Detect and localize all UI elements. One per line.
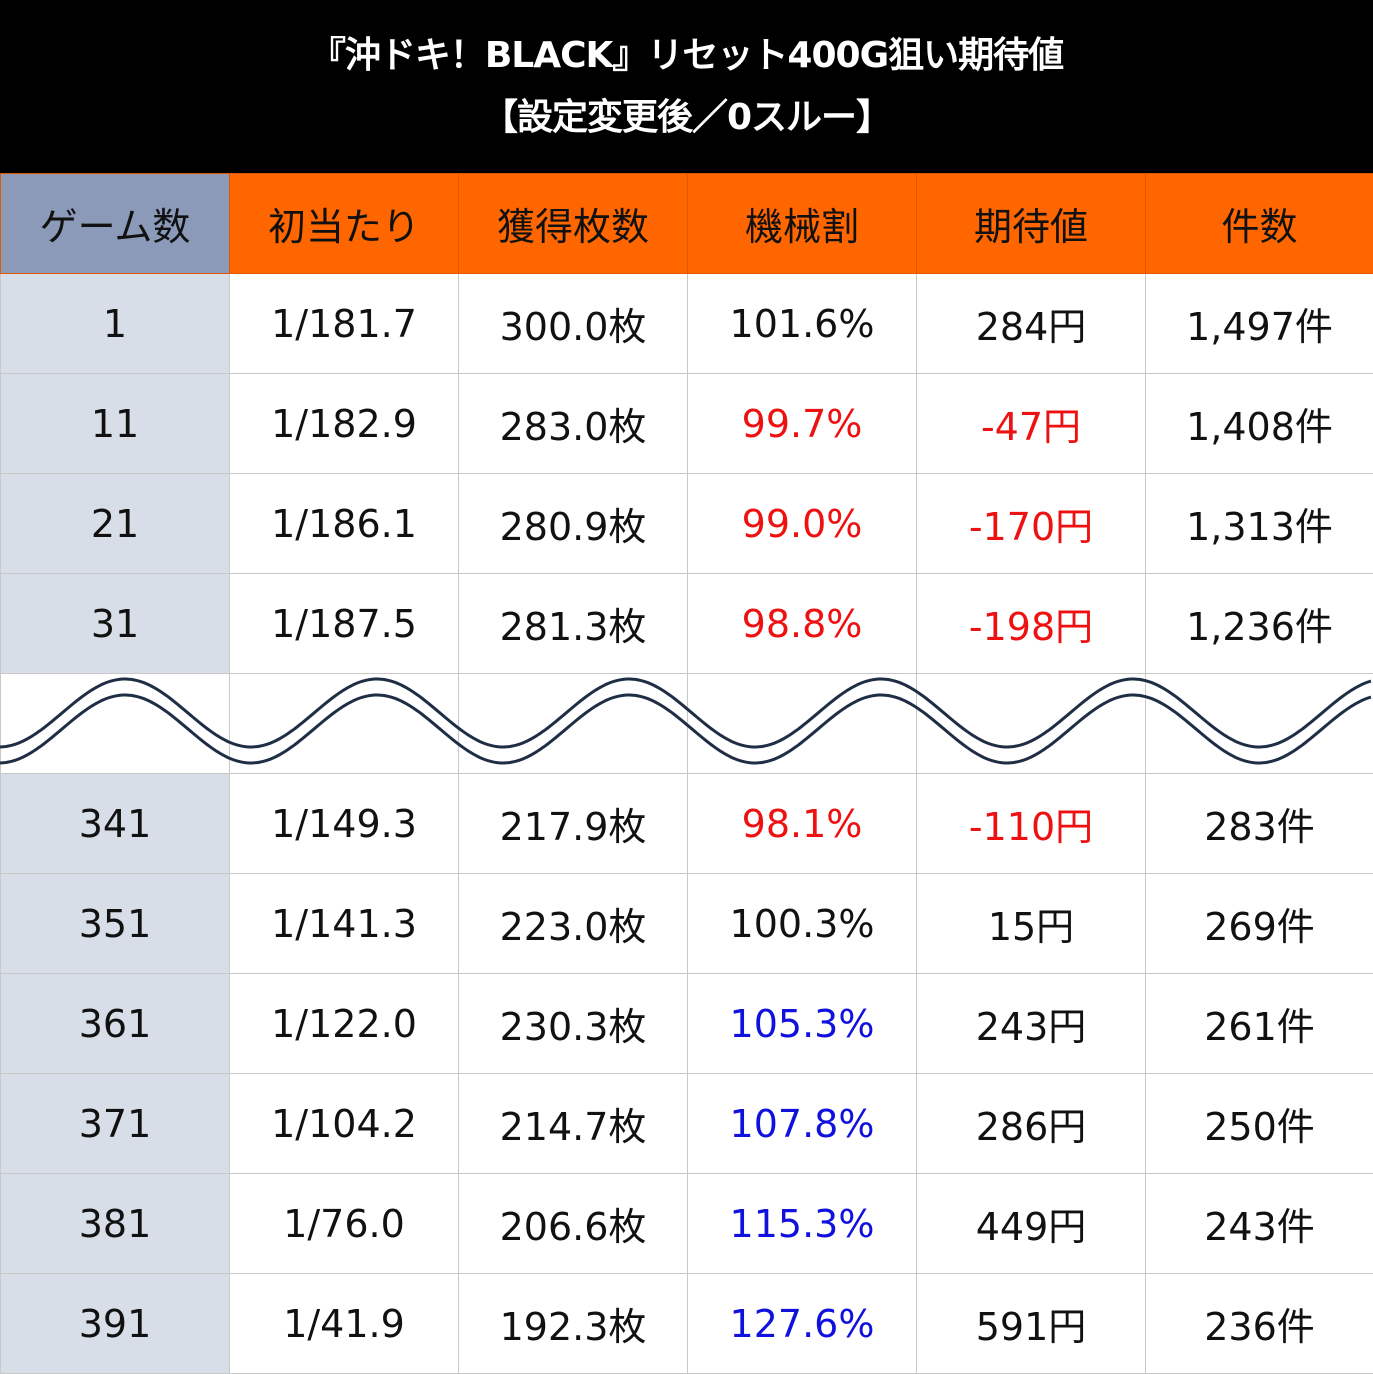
- ev-cell: -198円: [917, 574, 1146, 674]
- title-line-1: 『沖ドキ！BLACK』リセット400G狙い期待値: [310, 25, 1063, 87]
- payout-cell: 100.3%: [688, 874, 917, 974]
- hit-cell: 1/104.2: [230, 1074, 459, 1174]
- payout-cell: 99.0%: [688, 474, 917, 574]
- row-break-cell: [459, 674, 688, 774]
- ev-cell: 243円: [917, 974, 1146, 1074]
- coins-cell: 300.0枚: [459, 274, 688, 374]
- payout-cell: 98.8%: [688, 574, 917, 674]
- hit-cell: 1/187.5: [230, 574, 459, 674]
- games-cell: 31: [1, 574, 230, 674]
- coins-cell: 280.9枚: [459, 474, 688, 574]
- games-cell: 1: [1, 274, 230, 374]
- hit-cell: 1/76.0: [230, 1174, 459, 1274]
- count-cell: 269件: [1146, 874, 1373, 974]
- row-break-cell: [230, 674, 459, 774]
- hit-cell: 1/141.3: [230, 874, 459, 974]
- coins-cell: 223.0枚: [459, 874, 688, 974]
- games-cell: 361: [1, 974, 230, 1074]
- coins-cell: 206.6枚: [459, 1174, 688, 1274]
- count-cell: 236件: [1146, 1274, 1373, 1374]
- count-cell: 1,497件: [1146, 274, 1373, 374]
- ev-cell: 284円: [917, 274, 1146, 374]
- title-line-2: 【設定変更後／0スルー】: [482, 87, 891, 149]
- coins-cell: 283.0枚: [459, 374, 688, 474]
- ev-cell: 449円: [917, 1174, 1146, 1274]
- row-break-cell: [1146, 674, 1373, 774]
- count-cell: 1,313件: [1146, 474, 1373, 574]
- games-cell: 381: [1, 1174, 230, 1274]
- games-cell: 341: [1, 774, 230, 874]
- payout-cell: 127.6%: [688, 1274, 917, 1374]
- hit-cell: 1/181.7: [230, 274, 459, 374]
- hit-cell: 1/149.3: [230, 774, 459, 874]
- count-cell: 243件: [1146, 1174, 1373, 1274]
- table-title: 『沖ドキ！BLACK』リセット400G狙い期待値 【設定変更後／0スルー】: [0, 0, 1373, 173]
- coins-cell: 230.3枚: [459, 974, 688, 1074]
- ev-cell: 591円: [917, 1274, 1146, 1374]
- count-cell: 1,236件: [1146, 574, 1373, 674]
- games-cell: 21: [1, 474, 230, 574]
- hit-cell: 1/186.1: [230, 474, 459, 574]
- count-cell: 261件: [1146, 974, 1373, 1074]
- payout-cell: 115.3%: [688, 1174, 917, 1274]
- row-break-cell: [917, 674, 1146, 774]
- count-cell: 1,408件: [1146, 374, 1373, 474]
- payout-cell: 107.8%: [688, 1074, 917, 1174]
- payout-cell: 98.1%: [688, 774, 917, 874]
- column-header-payout: 機械割: [688, 174, 917, 274]
- column-header-hit: 初当たり: [230, 174, 459, 274]
- hit-cell: 1/182.9: [230, 374, 459, 474]
- coins-cell: 217.9枚: [459, 774, 688, 874]
- header-row: ゲーム数 初当たり 獲得枚数 機械割 期待値 件数: [1, 174, 1373, 274]
- count-cell: 283件: [1146, 774, 1373, 874]
- ev-cell: -47円: [917, 374, 1146, 474]
- payout-cell: 105.3%: [688, 974, 917, 1074]
- ev-cell: 286円: [917, 1074, 1146, 1174]
- coins-cell: 214.7枚: [459, 1074, 688, 1174]
- payout-cell: 101.6%: [688, 274, 917, 374]
- count-cell: 250件: [1146, 1074, 1373, 1174]
- coins-cell: 192.3枚: [459, 1274, 688, 1374]
- ev-cell: -170円: [917, 474, 1146, 574]
- games-cell: 371: [1, 1074, 230, 1174]
- games-cell: 11: [1, 374, 230, 474]
- ev-cell: -110円: [917, 774, 1146, 874]
- games-cell: 391: [1, 1274, 230, 1374]
- row-break-cell: [688, 674, 917, 774]
- column-header-count: 件数: [1146, 174, 1373, 274]
- games-cell: 351: [1, 874, 230, 974]
- payout-cell: 99.7%: [688, 374, 917, 474]
- row-break-cell: [1, 674, 230, 774]
- ev-cell: 15円: [917, 874, 1146, 974]
- column-header-coins: 獲得枚数: [459, 174, 688, 274]
- coins-cell: 281.3枚: [459, 574, 688, 674]
- hit-cell: 1/122.0: [230, 974, 459, 1074]
- column-header-ev: 期待値: [917, 174, 1146, 274]
- hit-cell: 1/41.9: [230, 1274, 459, 1374]
- column-header-games: ゲーム数: [1, 174, 230, 274]
- row-break: [1, 674, 1373, 774]
